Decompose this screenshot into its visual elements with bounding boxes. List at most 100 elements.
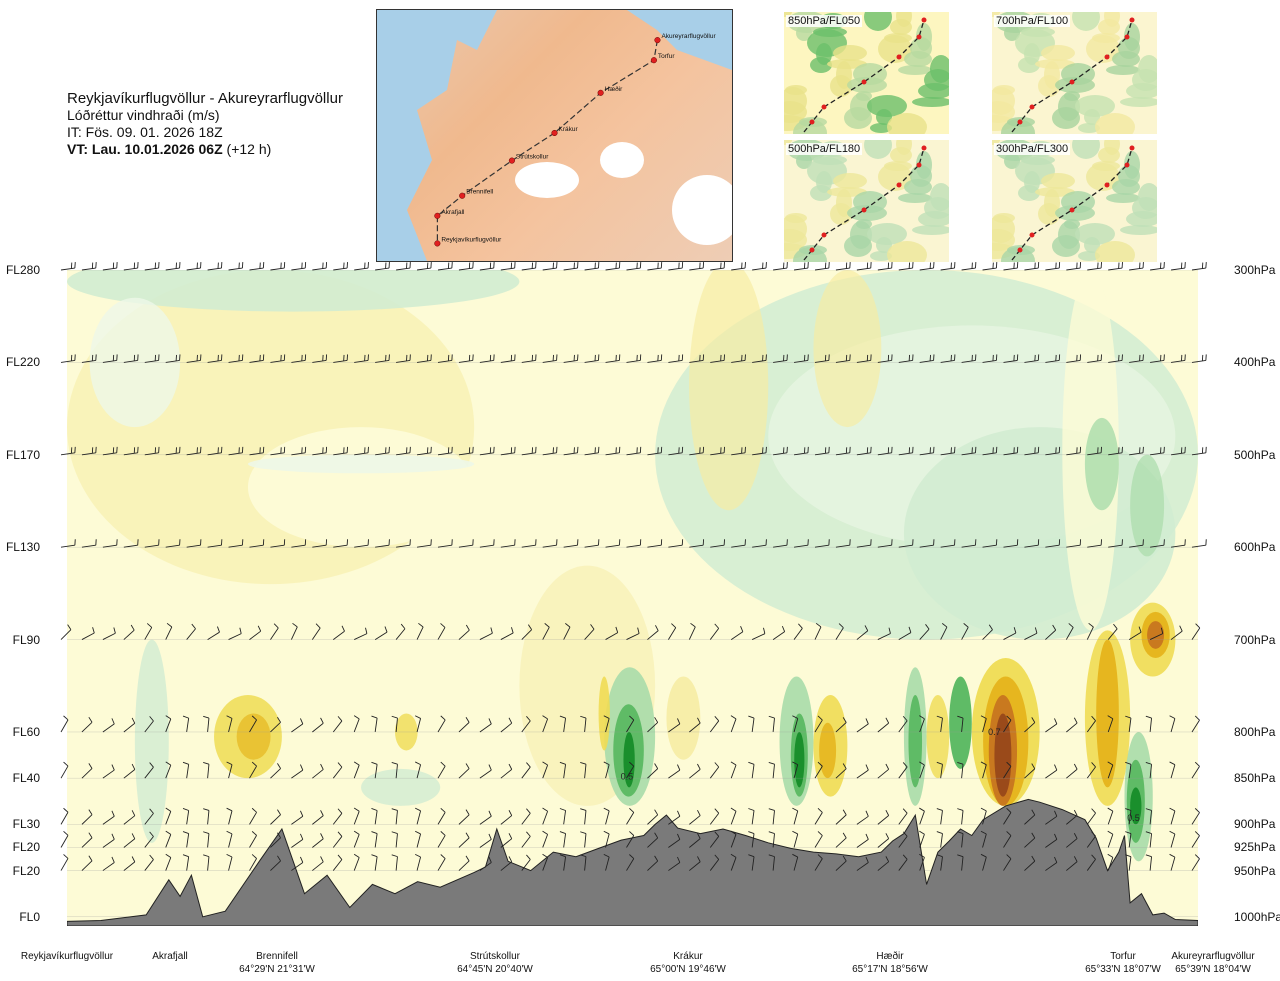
barb-feather: [902, 808, 908, 814]
barb-shaft: [793, 833, 799, 848]
terrain-shape: [67, 798, 1198, 926]
wind-barb: [731, 539, 746, 548]
inset-field-cell: [853, 191, 887, 213]
wind-barb: [982, 354, 998, 363]
barb-shaft: [102, 452, 117, 456]
barb-shaft: [773, 544, 788, 548]
barb-feather: [865, 764, 869, 771]
wind-barb: [919, 539, 935, 548]
barb-shaft: [81, 768, 93, 779]
wind-barb: [940, 354, 956, 363]
inset-field-cell: [1078, 251, 1100, 261]
map-glacier: [600, 142, 644, 178]
wind-barb: [226, 830, 233, 848]
barb-shaft: [207, 810, 210, 825]
barb-shaft: [1024, 814, 1036, 825]
barb-feather: [1125, 808, 1132, 811]
inset-route-point: [1069, 207, 1075, 213]
barb-shaft: [375, 267, 390, 271]
wind-barb: [1066, 354, 1082, 363]
barb-feather: [300, 764, 304, 771]
fl-label-4: FL90: [12, 632, 40, 647]
barb-shaft: [81, 814, 93, 825]
inset-field-cell: [1072, 140, 1100, 159]
wind-barb: [898, 354, 914, 363]
inset-field-cell: [896, 140, 912, 155]
wind-barb: [877, 446, 893, 456]
barb-shaft: [458, 360, 473, 363]
inset-field-cell: [930, 183, 949, 211]
barb-feather: [1107, 830, 1114, 835]
barb-shaft: [102, 862, 115, 871]
barb-shaft: [605, 833, 610, 848]
barb-shaft: [877, 768, 889, 779]
wind-barb: [1024, 809, 1036, 825]
wind-barb: [1066, 446, 1082, 456]
barb-feather: [842, 855, 847, 862]
barb-feather: [526, 831, 531, 837]
station-name: Krákur: [673, 951, 703, 962]
barb-shaft: [1170, 360, 1185, 363]
barb-shaft: [437, 627, 446, 640]
wind-barb: [1169, 853, 1176, 871]
inset-route-point: [1104, 54, 1110, 60]
route-point: [551, 129, 558, 137]
barb-feather: [714, 762, 720, 768]
barb-shaft: [563, 764, 567, 779]
barb-shaft: [1150, 267, 1165, 271]
wind-barb: [182, 808, 190, 825]
barb-shaft: [353, 834, 360, 848]
station-label-7: Akureyrarflugvöllur 65°39'N 18°04'W: [1163, 950, 1263, 976]
barb-shaft: [144, 836, 154, 848]
wind-barb: [856, 354, 872, 363]
wind-barb: [792, 761, 799, 779]
barb-shaft: [626, 633, 640, 640]
wind-barb: [1024, 262, 1040, 271]
inset-field-cell: [898, 193, 932, 203]
barb-shaft: [940, 833, 943, 848]
barb-shaft: [668, 815, 681, 825]
barb-shaft: [333, 267, 348, 271]
wind-barb: [270, 623, 279, 640]
inset-field-cell: [884, 33, 912, 43]
barb-feather: [697, 856, 701, 862]
wind-barb: [1169, 715, 1176, 733]
pressure-label-5: 800hPa: [1234, 724, 1276, 739]
barb-shaft: [1086, 720, 1096, 733]
barb-shaft: [898, 544, 913, 548]
wind-barb: [414, 830, 422, 848]
wind-barb: [291, 718, 304, 733]
barb-shaft: [961, 810, 964, 825]
barb-feather: [166, 622, 173, 628]
barb-feather: [677, 833, 681, 840]
inset-field-cell: [1104, 12, 1120, 27]
barb-shaft: [1108, 544, 1123, 548]
barb-feather: [1169, 807, 1176, 812]
barb-shaft: [479, 769, 492, 779]
wind-barb: [919, 446, 935, 456]
barb-shaft: [1191, 544, 1206, 548]
barb-feather: [730, 715, 737, 720]
barb-shaft: [961, 627, 969, 640]
barb-shaft: [584, 717, 587, 733]
barb-shaft: [814, 812, 823, 825]
wind-barb: [647, 446, 663, 456]
wind-barb: [919, 715, 925, 733]
barb-feather: [488, 856, 492, 863]
barb-feather: [277, 716, 281, 723]
barb-feather: [1073, 833, 1078, 839]
wind-barb: [605, 446, 621, 456]
barb-feather: [1006, 854, 1012, 860]
barb-shaft: [919, 718, 925, 733]
barb-feather: [936, 854, 943, 858]
wind-barb: [437, 831, 446, 848]
barb-feather: [113, 627, 116, 634]
barb-shaft: [333, 360, 348, 363]
wind-barb: [856, 833, 869, 848]
wind-barb: [730, 715, 737, 733]
wind-barb: [1045, 833, 1058, 848]
wind-barb: [647, 539, 663, 548]
barb-feather: [865, 718, 869, 725]
barb-feather: [615, 626, 619, 633]
wind-barb: [709, 762, 720, 779]
